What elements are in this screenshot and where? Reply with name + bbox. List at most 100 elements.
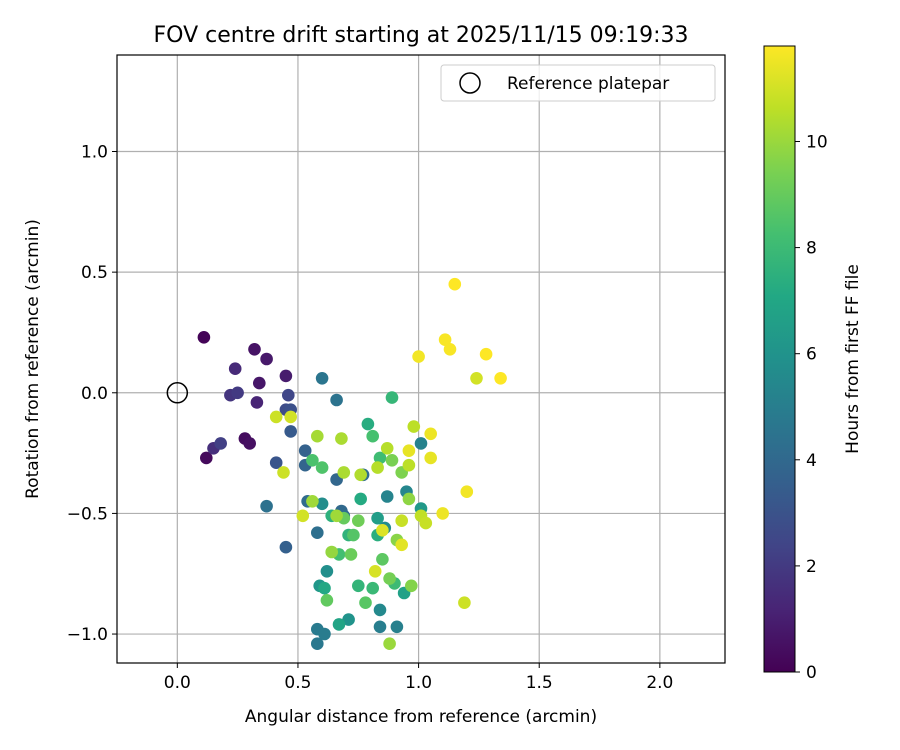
colorbar-tick-label: 0 bbox=[806, 663, 817, 683]
x-tick-label: 1.0 bbox=[405, 673, 432, 693]
data-point bbox=[318, 581, 331, 595]
x-tick-label: 1.5 bbox=[526, 673, 553, 693]
data-point bbox=[419, 516, 433, 530]
legend-label: Reference platepar bbox=[507, 74, 669, 94]
data-point bbox=[376, 524, 389, 537]
data-point bbox=[352, 579, 365, 593]
data-point bbox=[438, 333, 452, 347]
colorbar-tick-label: 6 bbox=[806, 345, 817, 365]
data-point bbox=[250, 396, 264, 409]
y-tick-label: −1.0 bbox=[67, 625, 108, 645]
data-point bbox=[231, 386, 244, 400]
data-point bbox=[352, 514, 365, 527]
colorbar: 0 2 4 6 8 10 Hours from first FF file bbox=[763, 45, 863, 683]
data-point bbox=[354, 492, 368, 506]
data-point bbox=[277, 466, 290, 479]
data-point bbox=[479, 347, 493, 361]
colorbar-label: Hours from first FF file bbox=[843, 264, 863, 454]
data-point bbox=[366, 429, 380, 443]
y-axis-ticks: 1.0 0.5 0.0 −0.5 −1.0 bbox=[67, 143, 117, 645]
reference-marker bbox=[166, 382, 189, 404]
data-point bbox=[424, 427, 438, 441]
data-point bbox=[318, 627, 331, 641]
data-point bbox=[311, 429, 324, 443]
y-tick-label: 0.5 bbox=[81, 263, 108, 283]
data-point bbox=[243, 437, 256, 450]
data-point bbox=[436, 507, 450, 520]
data-point bbox=[248, 343, 261, 356]
data-point bbox=[458, 596, 471, 609]
data-point bbox=[315, 497, 329, 511]
reference-point bbox=[166, 382, 189, 404]
x-tick-label: 0.5 bbox=[284, 673, 311, 693]
data-point bbox=[228, 362, 242, 376]
data-point bbox=[279, 540, 293, 554]
data-point bbox=[342, 613, 355, 626]
data-point bbox=[395, 514, 409, 527]
colorbar-tick-label: 4 bbox=[806, 451, 817, 471]
data-point bbox=[376, 553, 389, 566]
data-point bbox=[306, 495, 319, 508]
data-point bbox=[383, 637, 396, 650]
data-point bbox=[395, 538, 409, 552]
data-point bbox=[269, 410, 283, 424]
y-tick-label: 0.0 bbox=[81, 384, 108, 404]
data-point bbox=[448, 277, 462, 291]
data-point bbox=[260, 352, 273, 366]
data-point bbox=[371, 461, 384, 474]
data-point bbox=[279, 369, 293, 383]
data-points bbox=[197, 277, 507, 650]
data-point bbox=[383, 572, 396, 585]
data-point bbox=[460, 485, 474, 499]
data-point bbox=[282, 388, 295, 402]
data-point bbox=[412, 350, 425, 363]
legend-box bbox=[440, 64, 716, 102]
data-point bbox=[359, 596, 372, 609]
data-point bbox=[298, 444, 312, 458]
data-point bbox=[320, 594, 334, 607]
data-point bbox=[260, 499, 273, 513]
chart-title: FOV centre drift starting at 2025/11/15 … bbox=[154, 23, 689, 48]
data-point bbox=[405, 579, 418, 593]
data-point bbox=[284, 425, 298, 438]
data-point bbox=[344, 548, 358, 561]
data-point bbox=[494, 372, 507, 385]
data-point bbox=[390, 620, 404, 634]
plot-frame bbox=[116, 54, 726, 664]
data-point bbox=[385, 391, 399, 404]
data-point bbox=[402, 492, 416, 506]
x-axis-ticks: 0.0 0.5 1.0 1.5 2.0 bbox=[164, 663, 673, 693]
data-point bbox=[373, 451, 387, 465]
data-point bbox=[311, 637, 324, 650]
data-point bbox=[407, 420, 421, 433]
data-point bbox=[443, 343, 457, 356]
data-point bbox=[335, 432, 348, 445]
data-point bbox=[354, 468, 368, 482]
x-tick-label: 0.0 bbox=[164, 673, 191, 693]
y-tick-label: −0.5 bbox=[67, 504, 108, 524]
data-point bbox=[252, 376, 266, 390]
data-point bbox=[315, 372, 329, 385]
data-point bbox=[320, 565, 334, 578]
data-point bbox=[368, 565, 382, 578]
data-point bbox=[306, 454, 319, 467]
data-point bbox=[330, 393, 343, 407]
data-point bbox=[311, 526, 324, 539]
data-point bbox=[373, 620, 387, 634]
data-point bbox=[380, 442, 394, 455]
data-point bbox=[337, 466, 351, 479]
data-point bbox=[373, 603, 387, 617]
colorbar-ticks: 0 2 4 6 8 10 bbox=[795, 132, 828, 683]
data-point bbox=[284, 410, 298, 424]
data-point bbox=[414, 437, 428, 450]
colorbar-tick-label: 10 bbox=[806, 132, 828, 152]
data-point bbox=[197, 331, 211, 344]
data-point bbox=[380, 490, 394, 503]
data-point bbox=[296, 509, 310, 523]
data-point bbox=[361, 417, 375, 431]
x-axis-label: Angular distance from reference (arcmin) bbox=[245, 707, 597, 727]
data-point bbox=[330, 509, 343, 523]
data-point bbox=[315, 461, 329, 474]
data-point bbox=[200, 451, 213, 465]
